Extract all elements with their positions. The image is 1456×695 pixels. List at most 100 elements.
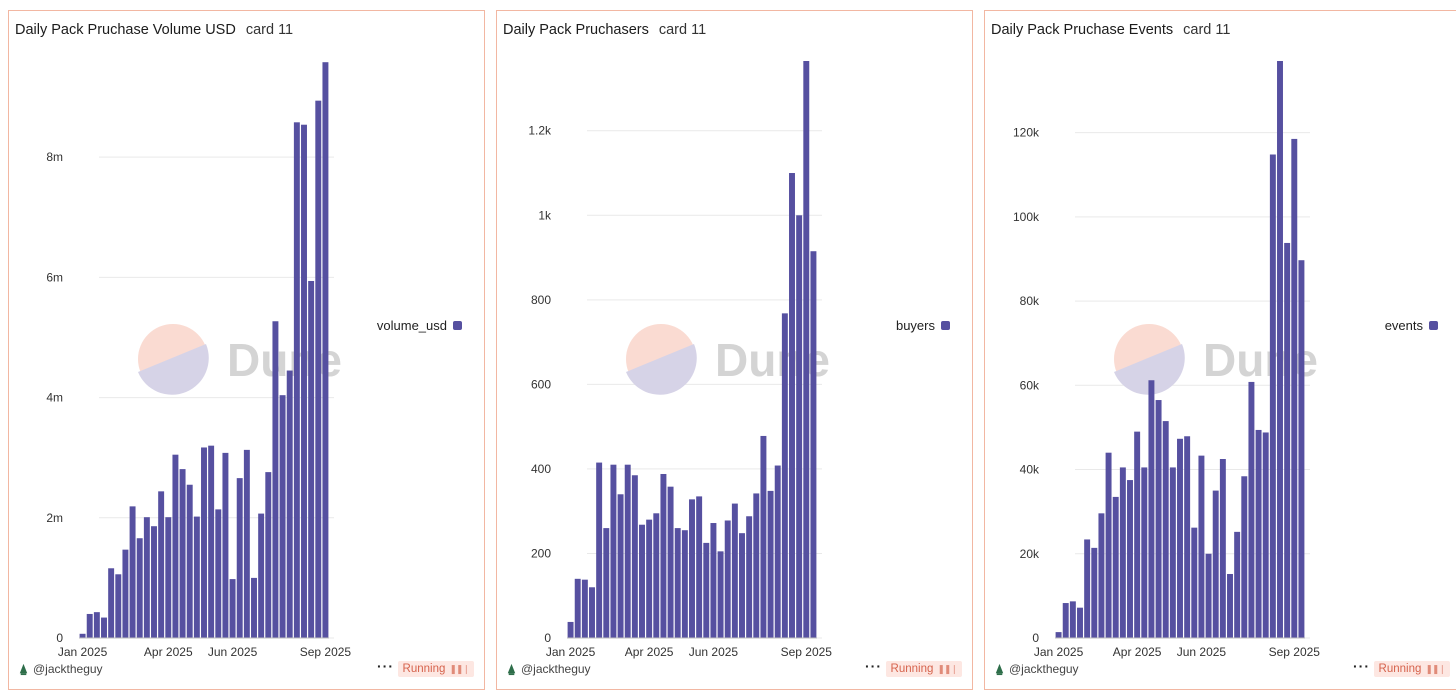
bar <box>803 61 810 638</box>
bar <box>158 491 165 638</box>
running-spinner-icon: ❚❚❘ <box>937 663 958 674</box>
bar <box>724 520 731 638</box>
y-tick-label: 100k <box>1013 210 1040 224</box>
bar <box>1084 539 1091 638</box>
author-link[interactable]: @jacktheguy <box>17 662 103 676</box>
bar <box>1119 467 1126 638</box>
y-tick-label: 6m <box>46 270 63 284</box>
bar <box>165 517 172 638</box>
y-tick-label: 1.2k <box>528 124 552 138</box>
avatar-icon <box>993 662 1006 676</box>
running-spinner-icon: ❚❚❘ <box>449 663 470 674</box>
bar <box>639 524 645 638</box>
bar <box>1219 459 1226 638</box>
bar <box>251 577 257 638</box>
y-tick-label: 8m <box>46 150 63 164</box>
avatar-icon <box>505 662 518 676</box>
card-footer: @jacktheguy ··· Running ❚❚❘ <box>17 658 474 679</box>
status-label: Running <box>890 663 934 675</box>
legend[interactable]: volume_usd <box>377 318 462 333</box>
bar <box>186 484 193 638</box>
bar <box>229 579 236 638</box>
chart-card: Daily Pack Pruchasers card 11 0 200 400 600 80… <box>496 10 973 690</box>
card-footer: @jacktheguy ··· Running ❚❚❘ <box>993 658 1450 679</box>
x-tick-label: Sep 2025 <box>1269 645 1321 659</box>
bar <box>1062 603 1069 638</box>
bar <box>1212 490 1219 638</box>
author-link[interactable]: @jacktheguy <box>993 662 1079 676</box>
bar <box>739 533 745 638</box>
chart-subtitle: card 11 <box>1183 22 1231 38</box>
bar <box>753 493 760 638</box>
running-status-badge[interactable]: Running ❚❚❘ <box>1373 661 1450 677</box>
bar <box>681 530 688 638</box>
bar <box>86 613 93 638</box>
legend[interactable]: buyers <box>896 318 950 333</box>
bar <box>1205 553 1212 638</box>
bar <box>101 617 107 638</box>
bar <box>286 370 293 638</box>
y-tick-label: 120k <box>1013 126 1040 140</box>
legend[interactable]: events <box>1385 318 1438 333</box>
bar <box>660 473 667 638</box>
bar <box>774 465 781 638</box>
status-label: Running <box>1378 663 1422 675</box>
bar <box>293 122 300 638</box>
running-status-badge[interactable]: Running ❚❚❘ <box>397 661 474 677</box>
y-tick-label: 40k <box>1020 463 1040 477</box>
y-tick-label: 20k <box>1020 547 1040 561</box>
more-options-icon[interactable]: ··· <box>865 658 882 674</box>
bar <box>143 517 150 638</box>
bar <box>1234 531 1241 638</box>
bar <box>1055 632 1062 638</box>
bar <box>1098 513 1105 638</box>
bar <box>703 542 710 638</box>
bar <box>1077 607 1083 638</box>
chart-title[interactable]: Daily Pack Pruchasers card 11 <box>503 22 706 38</box>
bar <box>1241 476 1248 638</box>
y-tick-label: 0 <box>544 631 551 645</box>
bar <box>610 464 617 638</box>
bar <box>1148 380 1155 638</box>
x-tick-label: Apr 2025 <box>625 645 674 659</box>
bar <box>201 447 207 638</box>
chart-title[interactable]: Daily Pack Pruchase Events card 11 <box>991 22 1230 38</box>
legend-swatch <box>1429 321 1438 330</box>
running-status-badge[interactable]: Running ❚❚❘ <box>885 661 962 677</box>
bar <box>151 526 157 638</box>
author-link[interactable]: @jacktheguy <box>505 662 591 676</box>
more-options-icon[interactable]: ··· <box>1353 658 1370 674</box>
bar <box>746 516 753 638</box>
bar <box>1112 496 1119 638</box>
bar <box>1227 573 1233 638</box>
bar <box>1169 467 1176 638</box>
bar <box>215 509 222 638</box>
more-options-icon[interactable]: ··· <box>377 658 394 674</box>
bar <box>136 538 143 638</box>
y-tick-label: 1k <box>538 208 552 222</box>
chart-title[interactable]: Daily Pack Pruchase Volume USD card 11 <box>15 22 293 38</box>
bar <box>322 62 329 638</box>
bar <box>767 490 774 638</box>
bar <box>1284 242 1291 638</box>
watermark-slice <box>138 344 209 395</box>
legend-swatch <box>453 321 462 330</box>
bar <box>1177 438 1183 638</box>
bar <box>258 513 265 638</box>
bar <box>208 445 215 638</box>
bar <box>717 551 724 638</box>
bar <box>129 506 136 638</box>
bar <box>308 280 315 638</box>
legend-label: volume_usd <box>377 318 447 333</box>
bar <box>1277 61 1283 638</box>
bar <box>1262 432 1269 638</box>
bar <box>243 449 250 638</box>
author-name: @jacktheguy <box>1009 662 1079 676</box>
chart-title-text: Daily Pack Pruchase Volume USD <box>15 22 236 38</box>
bar <box>1255 429 1262 638</box>
x-tick-label: Sep 2025 <box>781 645 833 659</box>
x-tick-label: Jan 2025 <box>58 645 108 659</box>
avatar-icon <box>17 662 30 676</box>
bar <box>1134 431 1141 638</box>
